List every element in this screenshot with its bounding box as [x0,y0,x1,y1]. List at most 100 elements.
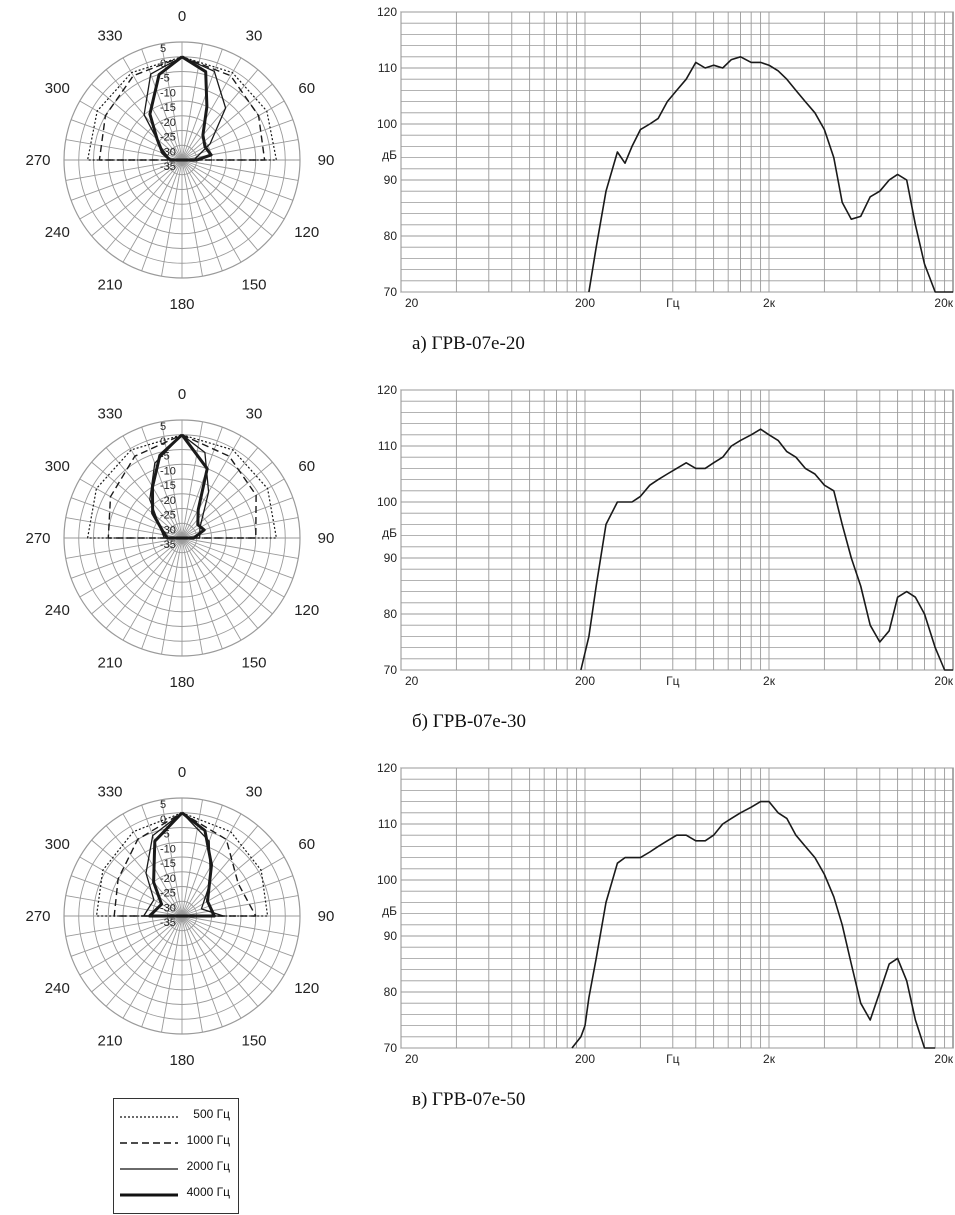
polar-angle-label: 0 [178,8,186,25]
polar-spoke [122,813,183,917]
polar-spoke [141,915,183,1028]
polar-angle-label: 30 [246,27,263,44]
polar-angle-label: 150 [241,1033,266,1050]
polar-spoke [181,799,203,917]
polar-spoke [181,159,259,251]
polar-radial-label: -25 [160,510,176,522]
polar-angle-label: 300 [45,458,70,475]
polar-spoke [70,537,183,579]
polar-angle-label: 150 [241,655,266,672]
polar-angle-label: 90 [318,908,335,925]
polar-radial-label: 0 [160,814,166,826]
polar-spoke [70,875,183,917]
legend: 500 Гц 1000 Гц 2000 Гц 4000 Гц [113,1098,239,1214]
legend-line [120,1193,178,1197]
x-tick-label: 200 [575,296,595,310]
polar-spoke [79,159,183,220]
polar-spoke [181,48,223,161]
polar-spoke [70,915,183,957]
legend-line [120,1168,178,1170]
plot-area [400,767,954,1049]
y-tick-label: 80 [384,607,398,621]
polar-spoke [181,537,299,559]
response-curve [588,55,953,293]
y-tick-label: 120 [377,383,397,397]
polar-spoke [91,159,183,237]
x-tick-label: 20к [934,674,953,688]
polar-angle-label: 60 [298,836,315,853]
polar-angle-label: 120 [294,602,319,619]
legend-item: 500 Гц [120,1105,234,1127]
polar-spoke [141,804,183,917]
polar-spoke [91,839,183,917]
polar-spoke [181,139,299,161]
polar-angle-label: 240 [45,980,70,997]
polar-spoke [122,537,183,641]
polar-radial-label: -10 [160,87,176,99]
polar-spoke [105,825,183,917]
polar-series-line [148,811,216,918]
polar-spoke [181,57,242,161]
polar-series-line [151,433,209,540]
polar-spoke [181,537,242,641]
legend-item: 4000 Гц [120,1183,234,1205]
polar-spoke [181,537,294,579]
x-tick-label: 200 [575,1052,595,1066]
y-tick-label: 90 [384,173,398,187]
polar-spoke [105,159,183,251]
polar-spoke [181,159,299,181]
y-tick-label: 100 [377,873,397,887]
polar-spoke [181,159,285,220]
polar-series-line [98,56,266,161]
polar-spoke [161,915,183,1033]
polar-spoke [181,537,285,598]
polar-radial-label: -15 [160,858,176,870]
polar-spoke [181,915,299,937]
polar-spoke [65,915,183,937]
caption-a: а) ГРВ-07е-20 [412,333,525,354]
y-tick-label: 90 [384,551,398,565]
polar-spoke [181,895,299,917]
polar-radial-label: -5 [160,829,170,841]
y-axis-label: дБ [382,904,397,918]
polar-angle-label: 300 [45,80,70,97]
response-curve [580,428,953,671]
polar-angle-label: 330 [97,27,122,44]
x-tick-label: 20 [405,1052,419,1066]
polar-radial-label: -25 [160,132,176,144]
polar-angle-label: 330 [97,405,122,422]
polar-spoke [181,435,242,539]
polar-angle-label: 300 [45,836,70,853]
polar-spoke [91,915,183,993]
polar-spoke [122,915,183,1019]
polar-radial-label: -15 [160,102,176,114]
polar-radial-label: 5 [160,43,166,55]
polar-angle-label: 240 [45,602,70,619]
chart-panel-b: 0 30 60 90 120 150 180 210 240 270 300 330 5 0 -5 -10 -1… [0,378,955,738]
polar-angle-label: 270 [25,152,50,169]
polar-angle-label: 120 [294,980,319,997]
polar-radial-label: -35 [160,161,176,173]
polar-chart-a: 0 30 60 90 120 150 180 210 240 270 300 330 5 0 -5 -10 -1… [25,8,334,313]
polar-spoke [141,159,183,272]
polar-angle-label: 270 [25,908,50,925]
polar-spoke [181,159,223,272]
polar-angle-label: 60 [298,458,315,475]
polar-angle-label: 270 [25,530,50,547]
polar-spoke [91,537,183,615]
polar-radial-label: -20 [160,873,176,885]
polar-spoke [181,537,273,615]
y-tick-label: 100 [377,495,397,509]
y-tick-label: 90 [384,929,398,943]
polar-spoke [181,83,273,161]
polar-spoke [181,804,223,917]
polar-spoke [181,825,259,917]
x-axis-label: Гц [666,296,679,310]
polar-spoke [181,915,242,1019]
y-tick-label: 120 [377,761,397,775]
y-tick-label: 110 [378,61,397,75]
plot-area [400,11,954,293]
polar-spoke [181,159,294,201]
polar-radial-label: -35 [160,917,176,929]
polar-angle-label: 210 [97,1033,122,1050]
